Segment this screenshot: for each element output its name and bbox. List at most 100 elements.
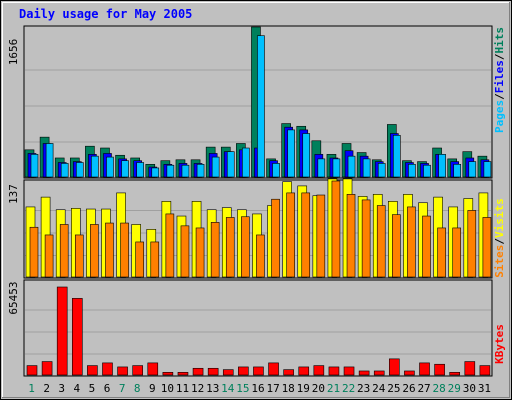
bar-kbytes-day-17 <box>268 362 279 376</box>
bar-pages-day-30 <box>468 161 477 178</box>
bar-pages-day-6 <box>106 156 114 178</box>
x-tick-label-10: 10 <box>161 382 174 395</box>
bar-sites-day-18 <box>286 192 295 278</box>
bar-kbytes-day-13 <box>207 367 219 376</box>
x-tick-label-27: 27 <box>417 382 430 395</box>
bar-sites-day-20 <box>316 194 326 278</box>
bar-pages-day-1 <box>30 154 39 178</box>
x-tick-label-14: 14 <box>221 382 235 395</box>
bar-kbytes-day-7 <box>117 366 128 376</box>
bar-kbytes-day-11 <box>177 372 189 376</box>
bar-sites-day-2 <box>44 234 54 278</box>
bar-kbytes-day-26 <box>404 370 415 376</box>
legend-entry-visits: Visits <box>493 198 506 238</box>
x-tick-label-29: 29 <box>448 382 461 395</box>
bar-kbytes-day-16 <box>253 366 264 376</box>
x-tick-label-25: 25 <box>387 382 400 395</box>
x-tick-label-31: 31 <box>478 382 491 395</box>
bar-pages-day-9 <box>151 167 160 178</box>
bar-pages-day-20 <box>317 158 326 178</box>
x-tick-label-22: 22 <box>342 382 355 395</box>
bar-sites-day-7 <box>120 222 129 278</box>
x-tick-label-8: 8 <box>134 382 141 395</box>
bar-pages-day-7 <box>121 160 129 178</box>
bar-sites-day-21 <box>331 180 341 278</box>
bar-kbytes-day-14 <box>222 369 234 376</box>
bar-sites-day-6 <box>105 222 114 278</box>
bar-pages-day-8 <box>136 162 144 178</box>
y-max-label-1: 1656 <box>7 39 20 66</box>
bar-sites-day-27 <box>422 215 431 278</box>
bar-pages-day-3 <box>60 163 69 178</box>
bar-pages-day-10 <box>166 164 175 178</box>
legend-2: Sites/Visits <box>493 198 506 278</box>
bar-sites-day-26 <box>407 206 416 278</box>
x-tick-label-30: 30 <box>463 382 476 395</box>
legend-entry-pages: Pages <box>493 100 506 133</box>
bar-kbytes-day-19 <box>298 366 310 376</box>
x-tick-label-13: 13 <box>206 382 219 395</box>
x-tick-label-1: 1 <box>28 382 35 395</box>
bar-sites-day-4 <box>74 234 84 278</box>
bar-pages-day-21 <box>332 158 341 178</box>
bar-pages-day-14 <box>226 151 235 178</box>
bar-kbytes-day-28 <box>434 363 445 376</box>
bar-sites-day-25 <box>392 214 401 278</box>
chart-title: Daily usage for May 2005 <box>19 7 193 21</box>
legend-entry-sites: Sites <box>493 245 506 278</box>
bar-sites-day-17 <box>271 198 280 278</box>
bar-sites-day-12 <box>195 227 205 278</box>
y-max-label-3: 65453 <box>7 281 20 314</box>
bar-pages-day-24 <box>377 163 386 178</box>
bar-pages-day-28 <box>438 154 446 178</box>
bar-pages-day-11 <box>181 164 190 178</box>
bar-sites-day-29 <box>452 227 462 278</box>
plot-area-3 <box>23 279 493 377</box>
x-tick-label-19: 19 <box>297 382 310 395</box>
bar-kbytes-day-9 <box>147 362 159 376</box>
bar-pages-day-19 <box>302 133 311 178</box>
bar-sites-day-19 <box>301 192 311 278</box>
x-tick-label-5: 5 <box>89 382 96 395</box>
bar-sites-day-1 <box>29 226 39 278</box>
x-tick-label-21: 21 <box>327 382 340 395</box>
bar-sites-day-31 <box>482 217 492 278</box>
x-tick-label-26: 26 <box>402 382 415 395</box>
x-tick-label-24: 24 <box>372 382 386 395</box>
bar-kbytes-day-15 <box>238 366 249 376</box>
bar-kbytes-day-25 <box>389 358 400 376</box>
bar-sites-day-28 <box>437 227 446 278</box>
bar-pages-day-18 <box>287 129 295 178</box>
legend-entry-hits: Hits <box>493 27 506 54</box>
bar-sites-day-10 <box>165 213 175 278</box>
legend-1: Pages/Files/Hits <box>493 27 506 133</box>
x-tick-label-16: 16 <box>251 382 264 395</box>
bar-sites-day-11 <box>180 225 190 278</box>
bar-kbytes-day-23 <box>358 370 370 376</box>
bar-sites-day-22 <box>346 194 356 278</box>
bar-kbytes-day-29 <box>449 372 461 376</box>
bar-kbytes-day-1 <box>26 365 38 376</box>
bar-sites-day-14 <box>225 217 235 278</box>
bar-pages-day-15 <box>242 147 250 178</box>
bar-kbytes-day-2 <box>41 361 53 376</box>
bar-sites-day-9 <box>150 241 160 278</box>
legend-entry-sep: / <box>493 238 506 245</box>
bar-pages-day-13 <box>211 156 220 178</box>
legend-entry-sep: / <box>493 53 506 60</box>
bar-pages-day-29 <box>453 164 462 178</box>
y-max-label-2: 137 <box>7 184 20 204</box>
x-tick-label-11: 11 <box>176 382 189 395</box>
bar-kbytes-day-3 <box>56 286 68 376</box>
bar-pages-day-2 <box>45 143 54 178</box>
x-tick-label-18: 18 <box>282 382 295 395</box>
bar-kbytes-day-6 <box>102 362 113 376</box>
bar-sites-day-30 <box>467 210 477 278</box>
bar-pages-day-4 <box>75 162 84 178</box>
bar-kbytes-day-27 <box>419 362 430 376</box>
bar-sites-day-16 <box>256 234 265 278</box>
x-tick-label-12: 12 <box>191 382 204 395</box>
legend-entry-sep: / <box>493 93 506 100</box>
bar-kbytes-day-8 <box>132 365 143 376</box>
